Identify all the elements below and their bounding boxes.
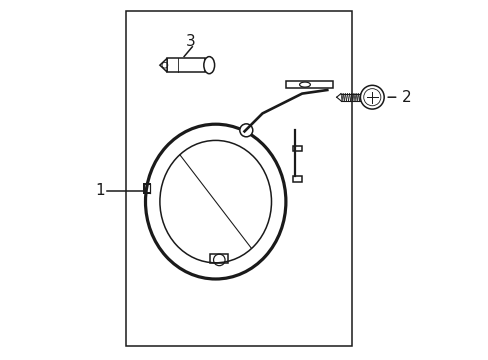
Bar — [125, 11, 352, 346]
Circle shape — [360, 85, 384, 109]
Ellipse shape — [203, 57, 214, 74]
Text: 3: 3 — [185, 34, 195, 49]
Text: 2: 2 — [401, 90, 410, 105]
Text: 1: 1 — [96, 183, 105, 198]
Polygon shape — [160, 58, 167, 72]
Circle shape — [239, 124, 252, 137]
